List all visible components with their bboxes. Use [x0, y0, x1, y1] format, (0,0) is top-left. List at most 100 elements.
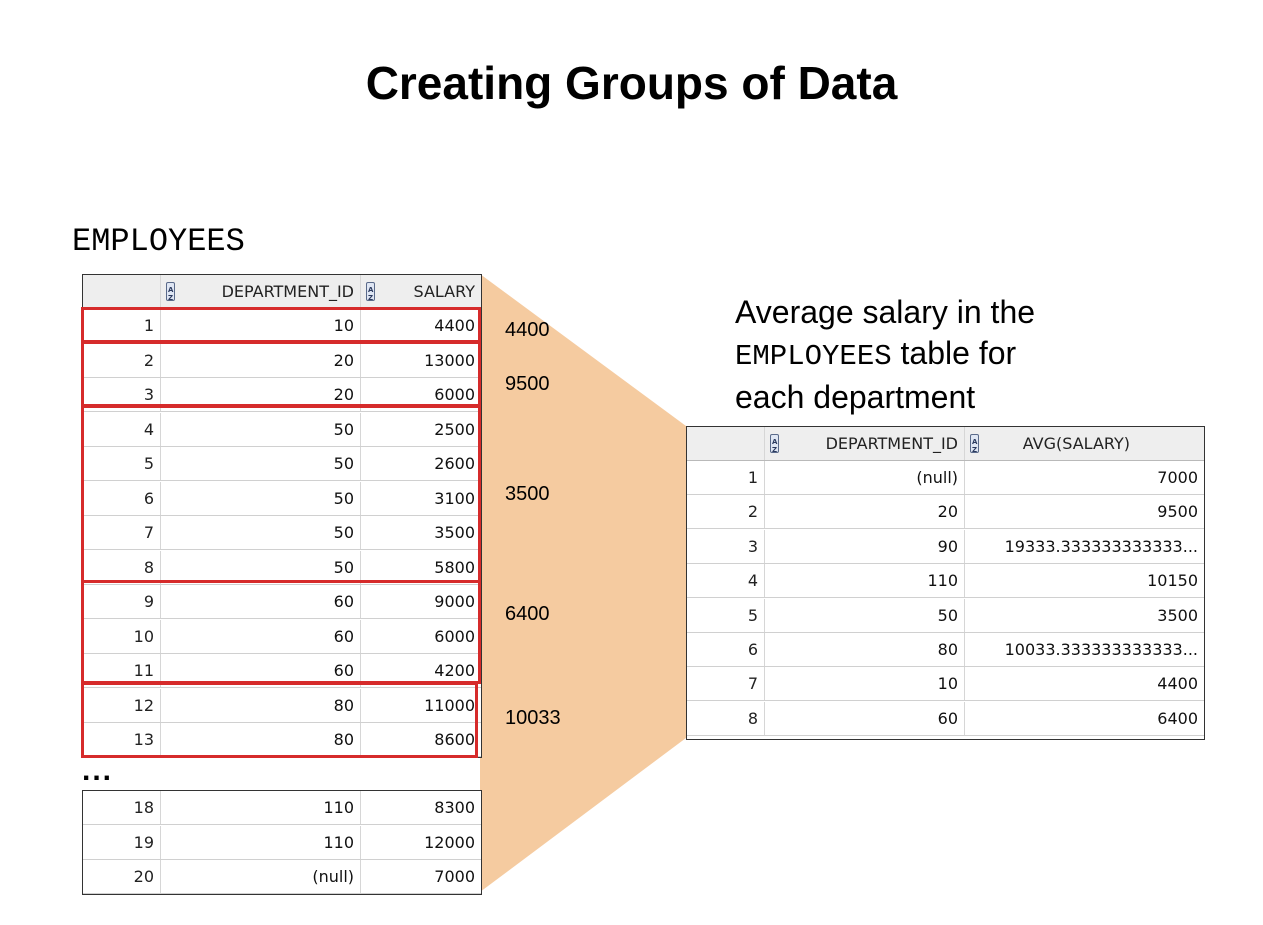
salary-cell: 2600: [434, 454, 475, 473]
sort-icon[interactable]: [770, 427, 779, 460]
table-row[interactable]: 9 60 9000: [83, 585, 481, 619]
row-number-cell: 1: [83, 309, 161, 342]
department-id-cell: 50: [765, 598, 965, 632]
table-row[interactable]: 1 10 4400: [83, 309, 481, 343]
row-number-cell: 7: [687, 667, 765, 701]
group-average-dept-60: 6400: [505, 603, 550, 625]
department-id-cell: 60: [161, 619, 361, 653]
table-row[interactable]: 2 20 13000: [83, 343, 481, 378]
department-id-cell: 50: [161, 550, 361, 584]
table-header-row: DEPARTMENT_ID SALARY: [83, 275, 481, 309]
table-row[interactable]: 5 50 2600: [83, 447, 481, 481]
table-row[interactable]: 12 80 11000: [83, 688, 481, 723]
department-id-cell: 20: [765, 495, 965, 529]
department-id-cell: 50: [161, 516, 361, 549]
description-line-2: EMPLOYEES table for: [735, 333, 1215, 377]
employees-table: DEPARTMENT_ID SALARY 1104400220130003206…: [82, 274, 482, 758]
salary-cell: 7000: [434, 867, 475, 886]
department-id-cell: 60: [161, 585, 361, 618]
row-number-cell: 6: [687, 633, 765, 666]
group-average-dept-20: 9500: [505, 373, 550, 395]
row-number-cell: 6: [83, 481, 161, 515]
row-number-cell: 18: [83, 791, 161, 824]
salary-cell: 12000: [424, 832, 475, 852]
sort-icon[interactable]: [366, 275, 375, 308]
employees-table-label: EMPLOYEES: [72, 223, 245, 260]
result-table: DEPARTMENT_ID AVG(SALARY) 1(null) 7000 220…: [686, 426, 1205, 740]
department-id-cell: 50: [161, 481, 361, 515]
group-average-dept-50: 3500: [505, 483, 550, 505]
table-row[interactable]: 5 50 3500: [687, 598, 1204, 633]
column-header-department-id[interactable]: DEPARTMENT_ID: [765, 427, 965, 460]
table-row[interactable]: 6 50 3100: [83, 481, 481, 516]
employees-table-tail: 18 110 8300 19 110 12000 20 (null) 7000: [82, 790, 482, 895]
row-number-cell: 5: [83, 447, 161, 480]
avg-salary-cell: 3500: [1157, 605, 1198, 625]
sort-icon[interactable]: [970, 427, 979, 460]
row-number-cell: 4: [687, 564, 765, 598]
table-row[interactable]: 3 20 6000: [83, 378, 481, 412]
department-id-cell: 10: [765, 667, 965, 701]
row-number-cell: 8: [687, 701, 765, 735]
row-number-header: [687, 427, 765, 460]
row-number-cell: 5: [687, 598, 765, 632]
department-id-cell: 110: [161, 825, 361, 859]
department-id-cell: 10: [161, 309, 361, 342]
row-number-cell: 20: [83, 860, 161, 893]
department-id-cell: 60: [765, 701, 965, 735]
column-header-avg-salary[interactable]: AVG(SALARY): [965, 427, 1204, 460]
avg-salary-cell: 6400: [1157, 708, 1198, 728]
table-row[interactable]: 3 90 19333.333333333333...: [687, 529, 1204, 564]
column-header-label: DEPARTMENT_ID: [221, 282, 354, 301]
column-header-salary[interactable]: SALARY: [361, 275, 481, 308]
salary-cell: 3100: [434, 488, 475, 508]
table-row[interactable]: 1 (null) 7000: [687, 461, 1204, 495]
column-header-label: DEPARTMENT_ID: [825, 434, 958, 453]
avg-salary-cell: 7000: [1157, 468, 1198, 487]
salary-cell: 11000: [424, 695, 475, 715]
table-row[interactable]: 20 (null) 7000: [83, 860, 481, 894]
table-row[interactable]: 2 20 9500: [687, 495, 1204, 530]
column-header-label: SALARY: [413, 282, 476, 301]
row-number-cell: 3: [83, 378, 161, 411]
result-description: Average salary in the EMPLOYEES table fo…: [735, 292, 1215, 418]
description-line-1: Average salary in the: [735, 294, 1036, 330]
row-number-cell: 9: [83, 585, 161, 618]
row-number-cell: 11: [83, 654, 161, 687]
salary-cell: 6000: [434, 385, 475, 404]
row-number-cell: 19: [83, 825, 161, 859]
description-table-name: EMPLOYEES: [735, 340, 892, 373]
department-id-cell: 60: [161, 654, 361, 687]
row-number-cell: 2: [83, 343, 161, 377]
department-id-cell: 110: [765, 564, 965, 598]
table-row[interactable]: 7 10 4400: [687, 667, 1204, 702]
row-number-cell: 10: [83, 619, 161, 653]
table-row[interactable]: 4 110 10150: [687, 564, 1204, 599]
column-header-department-id[interactable]: DEPARTMENT_ID: [161, 275, 361, 308]
rows-omitted-ellipsis: ...: [82, 754, 114, 787]
group-average-dept-80: 10033: [505, 707, 561, 729]
avg-salary-cell: 10033.333333333333...: [1004, 640, 1198, 659]
table-row[interactable]: 6 80 10033.333333333333...: [687, 633, 1204, 667]
salary-cell: 6000: [434, 626, 475, 646]
salary-cell: 9000: [434, 592, 475, 611]
salary-cell: 8300: [434, 798, 475, 817]
table-row[interactable]: 19 110 12000: [83, 825, 481, 860]
table-row[interactable]: 8 50 5800: [83, 550, 481, 585]
sort-icon[interactable]: [166, 275, 175, 308]
department-id-cell: (null): [161, 860, 361, 893]
table-row[interactable]: 11 60 4200: [83, 654, 481, 688]
salary-cell: 5800: [434, 557, 475, 577]
table-row[interactable]: 18 110 8300: [83, 791, 481, 825]
table-row[interactable]: 8 60 6400: [687, 701, 1204, 736]
avg-salary-cell: 4400: [1157, 674, 1198, 694]
table-row[interactable]: 7 50 3500: [83, 516, 481, 550]
table-row[interactable]: 13 80 8600: [83, 723, 481, 757]
row-number-header: [83, 275, 161, 308]
table-row[interactable]: 10 60 6000: [83, 619, 481, 654]
salary-cell: 13000: [424, 350, 475, 370]
table-row[interactable]: 4 50 2500: [83, 412, 481, 447]
description-line-3: each department: [735, 379, 976, 415]
department-id-cell: 80: [161, 723, 361, 756]
